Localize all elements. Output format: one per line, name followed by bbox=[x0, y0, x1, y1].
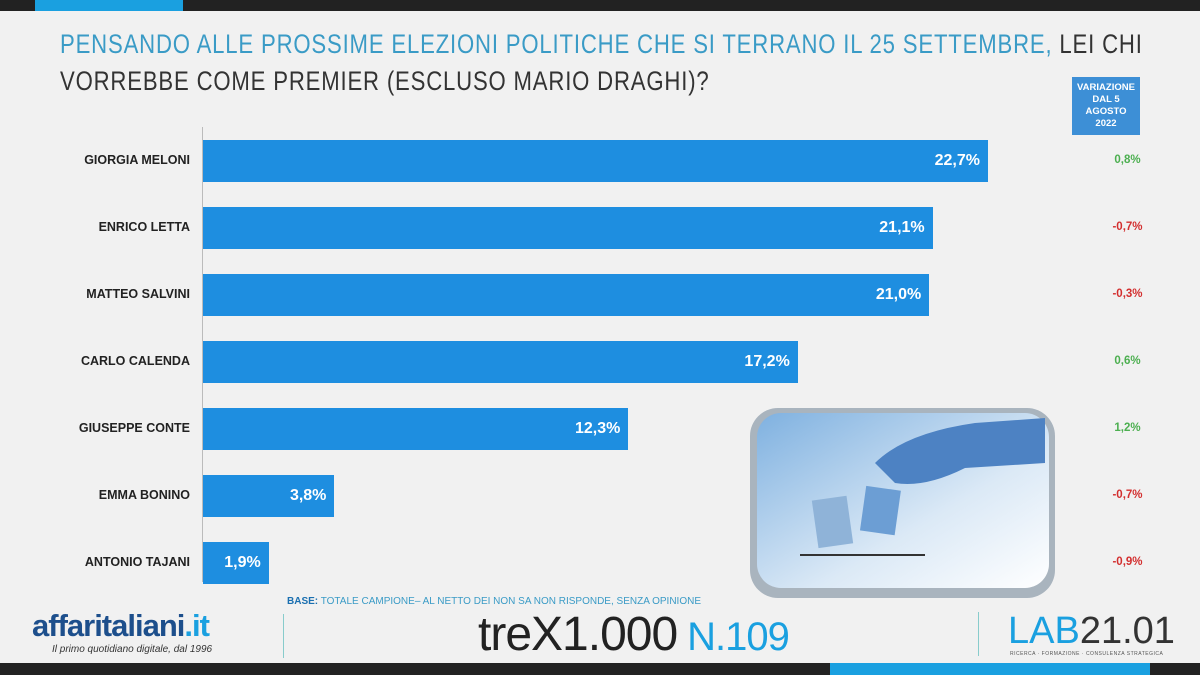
data-label: 1,9% bbox=[224, 554, 261, 571]
title-highlight: PENSANDO ALLE PROSSIME ELEZIONI POLITICH… bbox=[60, 29, 1053, 59]
logo-left-tld: .it bbox=[184, 608, 210, 643]
base-note-text: TOTALE CAMPIONE– AL NETTO DEI NON SA NON… bbox=[318, 596, 701, 607]
title-line2: VORREBBE COME PREMIER (ESCLUSO MARIO DRA… bbox=[60, 66, 710, 96]
base-note-label: BASE: bbox=[287, 596, 319, 607]
footer-divider bbox=[978, 612, 979, 656]
data-label: 12,3% bbox=[574, 420, 621, 437]
logo-right-num: 21.01 bbox=[1079, 610, 1175, 652]
bottom-bar-accent bbox=[830, 663, 1150, 675]
variation-label: -0,7% bbox=[1112, 221, 1143, 233]
variation-label: 1,2% bbox=[1114, 422, 1141, 434]
variation-label: 0,6% bbox=[1114, 355, 1141, 367]
logo-center-text: treX1.000 bbox=[478, 608, 678, 661]
top-bar-accent bbox=[35, 0, 183, 11]
category-label: EMMA BONINO bbox=[98, 488, 190, 502]
ballot-box-image bbox=[750, 408, 1055, 598]
data-label: 22,7% bbox=[934, 152, 980, 169]
trex-logo: treX1.000 N.109 bbox=[478, 607, 790, 662]
base-note: BASE: TOTALE CAMPIONE– AL NETTO DEI NON … bbox=[287, 596, 701, 607]
bar: 22,7% bbox=[203, 140, 988, 182]
data-label: 21,1% bbox=[879, 219, 925, 236]
chart-title: PENSANDO ALLE PROSSIME ELEZIONI POLITICH… bbox=[60, 26, 1142, 100]
category-label: CARLO CALENDA bbox=[80, 354, 190, 368]
affaritaliani-tagline: Il primo quotidiano digitale, dal 1996 bbox=[52, 644, 213, 655]
variation-label: -0,9% bbox=[1112, 556, 1143, 568]
bar: 17,2% bbox=[203, 341, 798, 383]
top-bar bbox=[0, 0, 1200, 11]
category-label: MATTEO SALVINI bbox=[86, 287, 190, 301]
variation-label: 0,8% bbox=[1114, 154, 1141, 166]
logo-left-text: affaritaliani bbox=[32, 608, 185, 643]
category-label: GIUSEPPE CONTE bbox=[78, 421, 190, 435]
data-label: 21,0% bbox=[875, 286, 922, 303]
title-rest: LEI CHI bbox=[1052, 29, 1143, 59]
lab2101-tagline: RICERCA · FORMAZIONE · CONSULENZA STRATE… bbox=[1010, 651, 1164, 657]
variation-label: -0,7% bbox=[1112, 489, 1143, 501]
logo-right-text: LAB bbox=[1008, 610, 1080, 652]
footer-divider bbox=[283, 614, 284, 658]
variation-header-text: VARIAZIONE DAL 5 AGOSTO 2022 bbox=[1077, 82, 1135, 129]
category-label: GIORGIA MELONI bbox=[84, 153, 190, 167]
variation-label: -0,3% bbox=[1112, 288, 1143, 300]
bar: 12,3% bbox=[203, 408, 629, 450]
y-axis-line bbox=[202, 127, 203, 582]
bar: 21,0% bbox=[203, 274, 930, 316]
lab2101-logo: LAB21.01 bbox=[1008, 610, 1175, 653]
category-label: ANTONIO TAJANI bbox=[84, 555, 190, 569]
variation-header: VARIAZIONE DAL 5 AGOSTO 2022 bbox=[1072, 77, 1140, 135]
data-label: 3,8% bbox=[289, 487, 327, 504]
bar: 21,1% bbox=[203, 207, 933, 249]
category-label: ENRICO LETTA bbox=[98, 220, 190, 234]
affaritaliani-logo: affaritaliani.it bbox=[32, 608, 210, 644]
bar: 3,8% bbox=[203, 475, 335, 517]
bar: 1,9% bbox=[203, 542, 269, 584]
data-label: 17,2% bbox=[744, 353, 790, 370]
logo-center-number: N.109 bbox=[687, 615, 790, 659]
bottom-bar bbox=[0, 663, 1200, 675]
